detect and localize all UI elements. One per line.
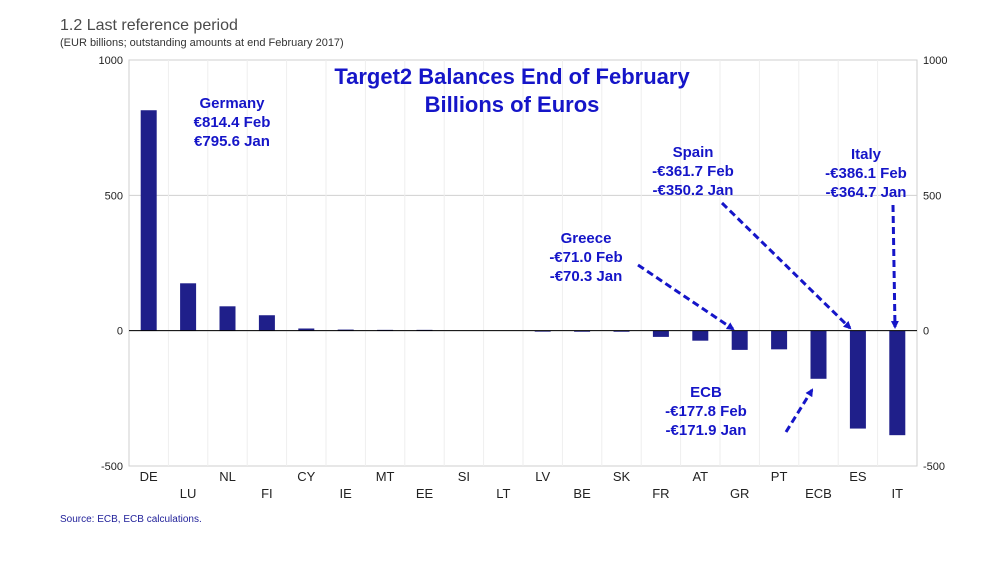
x-label-es: ES (849, 469, 867, 484)
y-tick-right-1000: 1000 (923, 55, 947, 67)
y-tick-left-1000: 1000 (99, 55, 123, 67)
x-label-be: BE (573, 486, 591, 501)
x-label-ee: EE (416, 486, 434, 501)
annotation-germany-line-3: €795.6 Jan (194, 133, 270, 150)
bar-cy (298, 328, 315, 331)
annotation-spain: Spain -€361.7 Feb -€350.2 Jan (652, 144, 734, 199)
annotation-ecb-line-1: ECB (690, 384, 722, 401)
bar-sk (613, 330, 630, 332)
chart-subheading: (EUR billions; outstanding amounts at en… (60, 37, 344, 49)
x-label-pt: PT (771, 469, 788, 484)
x-label-si: SI (458, 469, 470, 484)
x-label-fr: FR (652, 486, 669, 501)
arrow-ecb (784, 388, 814, 433)
annotation-germany: Germany €814.4 Feb €795.6 Jan (194, 95, 271, 150)
x-label-gr: GR (730, 486, 750, 501)
bar-ecb (810, 330, 827, 379)
y-tick-left--500: -500 (101, 461, 123, 473)
annotation-italy-line-1: Italy (851, 146, 882, 163)
y-tick-left-500: 500 (105, 190, 123, 202)
overlay-title: Target2 Balances End of February (334, 64, 690, 89)
annotation-spain-line-3: -€350.2 Jan (653, 182, 734, 199)
annotation-ecb: ECB -€177.8 Feb -€171.9 Jan (665, 384, 747, 439)
bar-de (140, 110, 157, 331)
x-label-fi: FI (261, 486, 273, 501)
annotation-italy-line-2: -€386.1 Feb (825, 165, 907, 182)
annotation-greece-line-2: -€71.0 Feb (549, 249, 622, 266)
bar-be (574, 330, 591, 332)
x-label-cy: CY (297, 469, 315, 484)
y-tick-right-0: 0 (923, 326, 929, 338)
bar-gr (731, 330, 748, 350)
overlay-subtitle: Billions of Euros (425, 92, 600, 117)
annotation-spain-line-2: -€361.7 Feb (652, 163, 734, 180)
chart-heading: 1.2 Last reference period (60, 17, 238, 34)
x-label-sk: SK (613, 469, 631, 484)
annotation-ecb-line-3: -€171.9 Jan (666, 422, 747, 439)
bar-at (692, 330, 709, 341)
annotation-ecb-line-2: -€177.8 Feb (665, 403, 747, 420)
annotation-greece: Greece -€71.0 Feb -€70.3 Jan (549, 230, 622, 285)
x-label-lv: LV (535, 469, 550, 484)
bar-lu (180, 283, 197, 331)
x-label-lt: LT (496, 486, 510, 501)
x-label-ecb: ECB (805, 486, 832, 501)
bar-pt (771, 330, 788, 350)
annotation-greece-line-1: Greece (561, 230, 612, 247)
x-label-de: DE (140, 469, 158, 484)
arrow-italy (890, 204, 899, 329)
x-label-ie: IE (340, 486, 353, 501)
annotation-germany-line-2: €814.4 Feb (194, 114, 271, 131)
x-label-lu: LU (180, 486, 197, 501)
annotation-spain-line-1: Spain (673, 144, 714, 161)
x-label-nl: NL (219, 469, 236, 484)
x-label-it: IT (892, 486, 904, 501)
bar-es (849, 330, 866, 429)
source-note: Source: ECB, ECB calculations. (60, 514, 202, 525)
x-label-at: AT (692, 469, 708, 484)
y-tick-right-500: 500 (923, 190, 941, 202)
annotation-italy-line-3: -€364.7 Jan (826, 184, 907, 201)
bar-ie (337, 329, 354, 331)
bar-nl (219, 306, 236, 331)
bar-fr (652, 330, 669, 337)
y-tick-left-0: 0 (117, 326, 123, 338)
annotation-italy: Italy -€386.1 Feb -€364.7 Jan (825, 146, 907, 201)
arrow-spain (720, 201, 852, 330)
x-label-mt: MT (376, 469, 395, 484)
bar-it (889, 330, 906, 436)
arrow-greece (637, 263, 735, 331)
annotation-germany-line-1: Germany (199, 95, 265, 112)
annotation-greece-line-3: -€70.3 Jan (550, 268, 623, 285)
bar-fi (258, 315, 275, 331)
y-tick-right--500: -500 (923, 461, 945, 473)
